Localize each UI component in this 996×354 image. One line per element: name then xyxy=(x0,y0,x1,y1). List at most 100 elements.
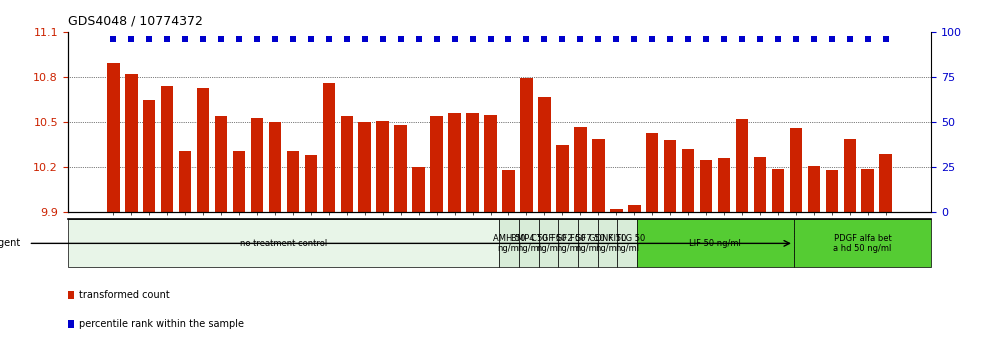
Bar xyxy=(448,113,461,212)
Text: no treatment control: no treatment control xyxy=(240,239,328,248)
Bar xyxy=(305,155,317,212)
Point xyxy=(770,36,786,42)
Point xyxy=(609,36,624,42)
Bar xyxy=(179,151,191,212)
Bar xyxy=(233,151,245,212)
Point xyxy=(734,36,750,42)
Bar xyxy=(197,87,209,212)
Bar xyxy=(794,219,931,267)
Bar xyxy=(754,157,766,212)
Bar xyxy=(772,169,784,212)
Bar xyxy=(430,116,443,212)
Text: KITLG 50
ng/ml: KITLG 50 ng/ml xyxy=(609,234,645,253)
Bar xyxy=(412,167,425,212)
Bar xyxy=(627,205,640,212)
Text: agent: agent xyxy=(0,238,20,249)
Bar xyxy=(718,158,730,212)
Bar xyxy=(124,74,137,212)
Bar xyxy=(645,133,658,212)
Bar xyxy=(287,151,299,212)
Point xyxy=(332,159,348,165)
Bar xyxy=(376,121,389,212)
Bar xyxy=(161,86,173,212)
Bar xyxy=(520,79,533,212)
Bar xyxy=(610,210,622,212)
Point xyxy=(106,36,122,42)
Point xyxy=(662,36,678,42)
Point xyxy=(752,36,768,42)
Point xyxy=(124,36,139,42)
Bar xyxy=(68,219,500,267)
Text: GDS4048 / 10774372: GDS4048 / 10774372 xyxy=(68,14,202,27)
Bar xyxy=(500,219,519,267)
Point xyxy=(464,36,480,42)
Point xyxy=(591,36,607,42)
Point xyxy=(680,36,696,42)
Point xyxy=(357,36,373,42)
Point xyxy=(267,36,283,42)
Bar xyxy=(466,113,479,212)
Point xyxy=(321,36,337,42)
Bar xyxy=(142,99,155,212)
Bar xyxy=(790,128,802,212)
Bar xyxy=(574,127,587,212)
Text: GDNF 50
ng/ml: GDNF 50 ng/ml xyxy=(589,234,626,253)
Bar xyxy=(502,170,515,212)
Bar xyxy=(539,219,559,267)
Point xyxy=(537,36,553,42)
Point xyxy=(877,36,893,42)
Point xyxy=(249,36,265,42)
Bar xyxy=(736,119,748,212)
Point xyxy=(177,36,193,42)
Bar xyxy=(826,170,838,212)
Point xyxy=(159,36,175,42)
Text: percentile rank within the sample: percentile rank within the sample xyxy=(79,319,244,329)
Point xyxy=(141,36,157,42)
Bar xyxy=(844,139,857,212)
Bar xyxy=(808,166,820,212)
Bar xyxy=(538,97,551,212)
Text: transformed count: transformed count xyxy=(79,290,169,300)
Bar xyxy=(215,116,227,212)
Point xyxy=(573,36,589,42)
Bar xyxy=(359,122,372,212)
Point xyxy=(339,36,355,42)
Point xyxy=(842,36,858,42)
Bar xyxy=(664,140,676,212)
Bar xyxy=(618,219,636,267)
Point xyxy=(788,36,804,42)
Point xyxy=(716,36,732,42)
Bar xyxy=(556,145,569,212)
Text: PDGF alfa bet
a hd 50 ng/ml: PDGF alfa bet a hd 50 ng/ml xyxy=(834,234,891,253)
Point xyxy=(285,36,301,42)
Text: FGF2 50
ng/ml: FGF2 50 ng/ml xyxy=(551,234,586,253)
Bar xyxy=(341,116,354,212)
Point xyxy=(698,36,714,42)
Point xyxy=(231,36,247,42)
Text: LIF 50 ng/ml: LIF 50 ng/ml xyxy=(689,239,741,248)
Bar xyxy=(269,122,281,212)
Point xyxy=(446,36,462,42)
Point xyxy=(392,36,408,42)
Text: CTGF 50
ng/ml: CTGF 50 ng/ml xyxy=(531,234,567,253)
Bar xyxy=(484,115,497,212)
Bar xyxy=(862,169,874,212)
Point xyxy=(482,36,498,42)
Bar xyxy=(251,118,263,212)
Point xyxy=(213,36,229,42)
Point xyxy=(374,36,390,42)
Bar xyxy=(107,63,120,212)
Point xyxy=(195,36,211,42)
Bar xyxy=(879,154,892,212)
Point xyxy=(410,36,426,42)
Bar xyxy=(323,83,335,212)
Bar xyxy=(682,149,694,212)
Point xyxy=(428,36,444,42)
Bar xyxy=(559,219,578,267)
Point xyxy=(501,36,517,42)
Bar xyxy=(636,219,794,267)
Point xyxy=(824,36,840,42)
Point xyxy=(860,36,875,42)
Bar xyxy=(598,219,618,267)
Point xyxy=(626,36,642,42)
